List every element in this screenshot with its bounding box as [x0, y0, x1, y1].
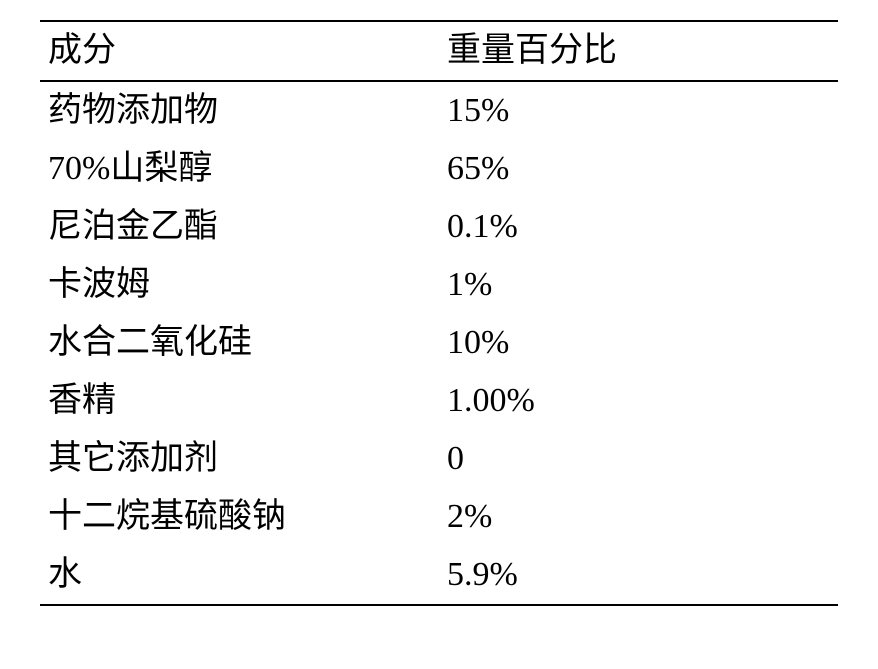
- table-row: 水合二氧化硅 10%: [40, 314, 838, 372]
- table-row: 尼泊金乙酯 0.1%: [40, 198, 838, 256]
- cell-weight: 0.1%: [439, 198, 838, 256]
- table-row: 药物添加物 15%: [40, 81, 838, 140]
- cell-ingredient: 尼泊金乙酯: [40, 198, 439, 256]
- cell-weight: 5.9%: [439, 546, 838, 605]
- table-row: 其它添加剂 0: [40, 430, 838, 488]
- table-row: 香精 1.00%: [40, 372, 838, 430]
- table-row: 卡波姆 1%: [40, 256, 838, 314]
- column-header-ingredient: 成分: [40, 21, 439, 81]
- table-row: 十二烷基硫酸钠 2%: [40, 488, 838, 546]
- cell-ingredient: 十二烷基硫酸钠: [40, 488, 439, 546]
- cell-ingredient: 卡波姆: [40, 256, 439, 314]
- table-row: 70%山梨醇 65%: [40, 140, 838, 198]
- cell-weight: 1%: [439, 256, 838, 314]
- cell-ingredient: 其它添加剂: [40, 430, 439, 488]
- cell-ingredient: 水: [40, 546, 439, 605]
- cell-weight: 0: [439, 430, 838, 488]
- table-header-row: 成分 重量百分比: [40, 21, 838, 81]
- table-row: 水 5.9%: [40, 546, 838, 605]
- composition-table: 成分 重量百分比 药物添加物 15% 70%山梨醇 65% 尼泊金乙酯 0.1%…: [40, 20, 838, 606]
- cell-ingredient: 70%山梨醇: [40, 140, 439, 198]
- column-header-weight-percent: 重量百分比: [439, 21, 838, 81]
- cell-weight: 10%: [439, 314, 838, 372]
- cell-ingredient: 药物添加物: [40, 81, 439, 140]
- cell-ingredient: 水合二氧化硅: [40, 314, 439, 372]
- cell-weight: 2%: [439, 488, 838, 546]
- cell-weight: 1.00%: [439, 372, 838, 430]
- cell-ingredient: 香精: [40, 372, 439, 430]
- composition-table-container: 成分 重量百分比 药物添加物 15% 70%山梨醇 65% 尼泊金乙酯 0.1%…: [0, 0, 878, 669]
- cell-weight: 15%: [439, 81, 838, 140]
- cell-weight: 65%: [439, 140, 838, 198]
